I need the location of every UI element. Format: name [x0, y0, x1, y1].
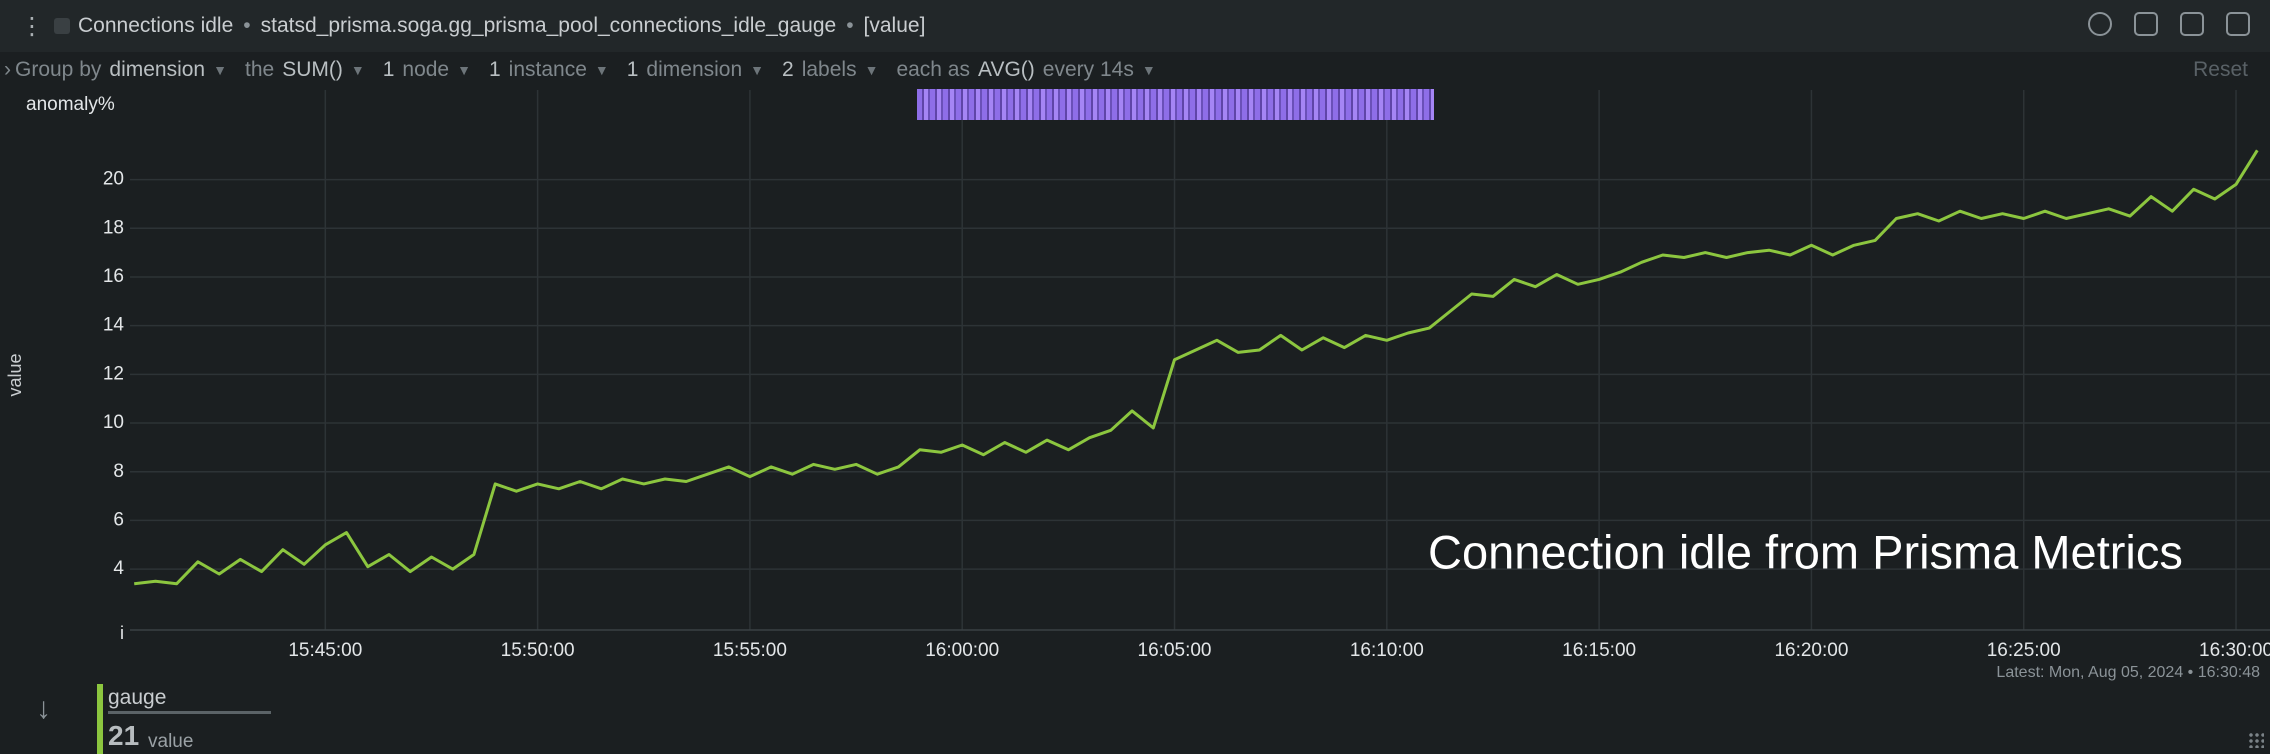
anomaly-label: anomaly%	[26, 94, 115, 115]
instances-label: instance	[508, 57, 587, 81]
y-tick-label: 8	[113, 461, 124, 482]
interval: every 14s	[1042, 57, 1134, 81]
time-agg-value[interactable]: AVG()	[978, 57, 1035, 81]
caret: ▼	[864, 61, 879, 78]
metric-id: statsd_prisma.soga.gg_prisma_pool_connec…	[260, 14, 837, 37]
group-by-label: Group by	[15, 57, 102, 81]
y-tick-label: 18	[103, 217, 124, 238]
legend-underline	[108, 711, 271, 714]
x-tick-label: 16:15:00	[1562, 640, 1636, 661]
header-icons	[2088, 12, 2250, 36]
x-tick-label: 16:25:00	[1987, 640, 2061, 661]
bottom-marker: i	[120, 623, 124, 643]
y-tick-label: 6	[113, 509, 124, 530]
chart-type-button[interactable]	[2134, 12, 2158, 36]
caret: ▼	[350, 61, 365, 78]
separator: •	[243, 14, 251, 37]
collapse-icon[interactable]: ›	[4, 57, 11, 81]
caret: ▼	[594, 61, 609, 78]
y-tick-label: 14	[103, 315, 125, 336]
labels-count[interactable]: 2	[782, 57, 794, 81]
group-by-value[interactable]: dimension	[109, 57, 206, 81]
legend-color	[97, 684, 103, 754]
instances-count[interactable]: 1	[488, 57, 501, 81]
menu-icon[interactable]: ⋮	[20, 12, 44, 40]
labels-label: labels	[801, 57, 857, 81]
x-tick-label: 15:55:00	[713, 640, 787, 661]
dimensions-count[interactable]: 1	[626, 57, 639, 81]
legend-unit: value	[148, 731, 194, 752]
caret: ▼	[750, 61, 765, 78]
expand-arrow[interactable]: ↓	[36, 692, 51, 725]
aggregation-label: the	[244, 57, 275, 81]
legend-value: 21	[108, 720, 140, 751]
aggregation-value[interactable]: SUM()	[282, 57, 343, 81]
x-tick-label: 16:10:00	[1350, 640, 1424, 661]
x-tick-label: 16:00:00	[925, 640, 999, 661]
y-tick-label: 4	[113, 558, 124, 579]
caret: ▼	[457, 61, 471, 78]
chart-icon	[54, 18, 70, 34]
fullscreen-button[interactable]	[2180, 12, 2204, 36]
legend-name[interactable]: gauge	[108, 686, 167, 709]
info-button[interactable]	[2088, 12, 2112, 36]
caret: ▼	[1141, 61, 1156, 78]
annotation: Connection idle from Prisma Metrics	[1428, 525, 2183, 578]
x-tick-label: 15:50:00	[501, 640, 575, 661]
toolbar: › Group by dimension ▼ the SUM() ▼ 1 node ▼ …	[0, 52, 2270, 87]
y-tick-label: 20	[103, 169, 124, 190]
y-tick-label: 10	[103, 412, 124, 433]
chart-title: Connections idle	[78, 14, 234, 37]
header: ⋮ Connections idle • statsd_prisma.soga.…	[0, 0, 2270, 52]
separator: •	[846, 14, 854, 37]
metric-dimension: [value]	[863, 14, 926, 37]
latest-timestamp: Latest: Mon, Aug 05, 2024 • 16:30:48	[1996, 664, 2260, 681]
y-axis-title: value	[5, 353, 25, 396]
nodes-label: node	[402, 57, 450, 81]
dimensions-label: dimension	[646, 57, 743, 81]
x-tick-label: 16:20:00	[1774, 640, 1848, 661]
drag-handle[interactable]	[2226, 12, 2250, 36]
reset-button[interactable]: Reset	[2193, 57, 2248, 81]
time-agg-label: each as	[896, 57, 970, 81]
nodes-count[interactable]: 1	[382, 57, 395, 81]
x-tick-label: 16:05:00	[1138, 640, 1212, 661]
resize-grip[interactable]	[2248, 732, 2264, 748]
y-tick-label: 16	[103, 266, 124, 287]
x-tick-label: 16:30:00	[2199, 640, 2270, 661]
series-line	[134, 149, 2259, 586]
y-tick-label: 12	[103, 363, 124, 384]
caret: ▼	[213, 61, 227, 78]
anomaly-ribbon	[917, 89, 1434, 120]
x-tick-label: 15:45:00	[288, 640, 362, 661]
